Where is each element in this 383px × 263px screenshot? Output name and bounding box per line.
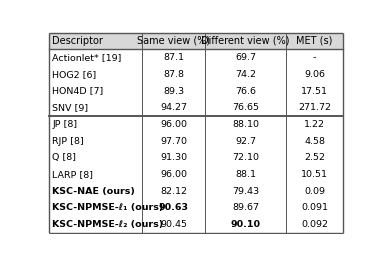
Text: 0.091: 0.091: [301, 204, 328, 213]
Text: 69.7: 69.7: [235, 53, 256, 62]
Text: MET (s): MET (s): [296, 36, 333, 46]
Text: 90.45: 90.45: [160, 220, 187, 229]
Text: JP [8]: JP [8]: [52, 120, 77, 129]
Text: 96.00: 96.00: [160, 170, 187, 179]
Text: 89.67: 89.67: [232, 204, 259, 213]
Text: 94.27: 94.27: [160, 103, 187, 112]
Text: 2.52: 2.52: [304, 153, 325, 162]
Text: 92.7: 92.7: [235, 137, 256, 146]
Text: 0.09: 0.09: [304, 187, 325, 196]
Text: 0.092: 0.092: [301, 220, 328, 229]
Text: 76.6: 76.6: [235, 87, 256, 95]
Text: 4.58: 4.58: [304, 137, 325, 146]
Text: KSC-NAE (ours): KSC-NAE (ours): [52, 187, 135, 196]
Text: 74.2: 74.2: [235, 70, 256, 79]
Text: 87.1: 87.1: [163, 53, 184, 62]
Text: 271.72: 271.72: [298, 103, 331, 112]
Text: 79.43: 79.43: [232, 187, 259, 196]
Text: 10.51: 10.51: [301, 170, 328, 179]
Text: 82.12: 82.12: [160, 187, 187, 196]
Text: Same view (%): Same view (%): [137, 36, 210, 46]
Text: 96.00: 96.00: [160, 120, 187, 129]
Text: -: -: [313, 53, 316, 62]
Text: HON4D [7]: HON4D [7]: [52, 87, 103, 95]
Text: 89.3: 89.3: [163, 87, 184, 95]
Text: 1.22: 1.22: [304, 120, 325, 129]
Text: RJP [8]: RJP [8]: [52, 137, 84, 146]
Text: SNV [9]: SNV [9]: [52, 103, 88, 112]
Text: HOG2 [6]: HOG2 [6]: [52, 70, 97, 79]
Text: Different view (%): Different view (%): [201, 36, 290, 46]
Text: Actionlet* [19]: Actionlet* [19]: [52, 53, 122, 62]
Text: 17.51: 17.51: [301, 87, 328, 95]
Text: 90.10: 90.10: [231, 220, 260, 229]
Text: 88.10: 88.10: [232, 120, 259, 129]
Text: 76.65: 76.65: [232, 103, 259, 112]
Text: 72.10: 72.10: [232, 153, 259, 162]
Text: 90.63: 90.63: [159, 204, 188, 213]
Bar: [49, 33, 343, 49]
Text: KSC-NPMSE-ℓ₂ (ours): KSC-NPMSE-ℓ₂ (ours): [52, 220, 164, 229]
Text: LARP [8]: LARP [8]: [52, 170, 93, 179]
Text: 9.06: 9.06: [304, 70, 325, 79]
Text: Descriptor: Descriptor: [52, 36, 103, 46]
Text: 88.1: 88.1: [235, 170, 256, 179]
Text: 91.30: 91.30: [160, 153, 187, 162]
Text: Q [8]: Q [8]: [52, 153, 76, 162]
Text: 97.70: 97.70: [160, 137, 187, 146]
Text: KSC-NPMSE-ℓ₁ (ours): KSC-NPMSE-ℓ₁ (ours): [52, 204, 164, 213]
Text: 87.8: 87.8: [163, 70, 184, 79]
